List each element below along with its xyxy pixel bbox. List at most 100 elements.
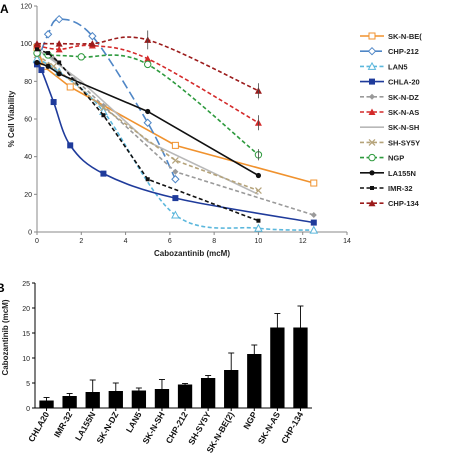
bar-chart-panel: B Cabozantinib (mcM) 0 5 10 15 20 25 CHLA20 IM… xyxy=(0,281,312,455)
line-chart-series xyxy=(32,14,319,234)
marker-stroke xyxy=(255,187,262,194)
legend-marker xyxy=(368,199,376,207)
panel-label-a: A xyxy=(0,2,9,16)
data-point xyxy=(171,141,179,149)
bar xyxy=(177,384,193,408)
data-point xyxy=(310,219,317,226)
bar-category-label: CHP-134 xyxy=(279,410,305,446)
bar-category-label: LAN5 xyxy=(124,410,144,434)
legend-marker xyxy=(368,153,376,162)
bar-y-tick-label: 10 xyxy=(22,356,30,363)
bar xyxy=(131,390,147,408)
bar xyxy=(270,327,285,408)
legend-marker xyxy=(370,186,374,190)
bar-y-tick-label: 15 xyxy=(22,331,30,338)
legend-item: SK-N-AS xyxy=(360,108,419,117)
legend-label: CHLA-20 xyxy=(388,78,420,87)
legend-marker xyxy=(369,93,375,100)
legend-item: CHLA-20 xyxy=(360,78,420,87)
data-point xyxy=(43,30,53,39)
legend-item: SH-SY5Y xyxy=(360,138,420,147)
series-10 xyxy=(35,47,261,223)
y-tick-label: 120 xyxy=(20,4,32,11)
data-point xyxy=(38,67,45,74)
legend-marker xyxy=(367,46,377,56)
data-point xyxy=(35,47,39,52)
data-point xyxy=(54,14,64,24)
marker-stroke xyxy=(368,138,376,146)
y-tick-label: 80 xyxy=(24,79,32,86)
x-tick-label: 14 xyxy=(343,238,351,245)
bar-chart-axes: 0 5 10 15 20 25 xyxy=(22,281,312,413)
series-0 xyxy=(33,43,318,187)
bar-y-tick-label: 5 xyxy=(26,381,30,388)
bar-category-label: LA155N xyxy=(73,410,97,442)
data-point xyxy=(172,195,179,202)
legend-label: SK-N-SH xyxy=(388,123,419,132)
data-point xyxy=(55,40,63,47)
legend-label: SH-SY5Y xyxy=(388,138,420,147)
data-point xyxy=(145,177,150,182)
data-point xyxy=(50,99,57,106)
data-point xyxy=(67,142,74,149)
data-point xyxy=(100,102,107,109)
legend-item: SK-N-DZ xyxy=(360,93,419,102)
data-point xyxy=(88,31,97,41)
bar-y-tick-label: 0 xyxy=(26,406,30,413)
bar xyxy=(200,378,216,408)
legend-label: NGP xyxy=(388,154,404,163)
data-point xyxy=(255,172,262,179)
x-tick-label: 8 xyxy=(212,238,216,245)
data-point xyxy=(100,104,107,112)
data-point xyxy=(310,212,317,219)
legend-label: SK-N-BE( xyxy=(388,32,422,41)
legend-marker xyxy=(367,61,377,70)
data-point xyxy=(88,40,96,47)
bar-category-label: NGP xyxy=(241,410,259,431)
y-tick-label: 0 xyxy=(28,230,32,237)
data-point xyxy=(254,223,263,232)
legend-marker xyxy=(368,32,376,40)
y-tick-label: 100 xyxy=(20,41,32,48)
data-point xyxy=(310,179,318,187)
legend-label: SK-N-AS xyxy=(388,108,419,117)
data-point xyxy=(144,55,152,62)
data-point xyxy=(33,40,41,47)
legend-marker xyxy=(368,138,376,146)
bar-category-label: SK-N-DZ xyxy=(94,410,120,445)
data-point xyxy=(256,218,261,223)
data-point xyxy=(45,63,51,69)
marker-stroke xyxy=(171,157,179,164)
panel-label-b: B xyxy=(0,281,5,295)
data-point xyxy=(46,51,51,56)
x-tick-label: 10 xyxy=(255,238,263,245)
bar-category-label: CHLA20 xyxy=(26,410,51,444)
data-point xyxy=(172,168,179,175)
x-tick-label: 4 xyxy=(124,238,128,245)
legend-item: NGP xyxy=(360,154,404,163)
x-tick-label: 6 xyxy=(168,238,172,245)
series-line xyxy=(36,47,314,184)
bar-y-axis-label: Cabozantinib (mcM) xyxy=(1,299,10,375)
data-point xyxy=(171,157,179,164)
legend: SK-N-BE( CHP-212 LAN5 CHLA-20 SK-N-DZ SK-N-AS… xyxy=(360,32,422,208)
legend-label: CHP-212 xyxy=(388,47,419,56)
y-axis-label: % Cell Viability xyxy=(7,90,16,147)
data-point xyxy=(309,225,319,234)
data-point xyxy=(55,45,63,53)
legend-item: LA155N xyxy=(360,169,416,178)
y-tick-label: 40 xyxy=(24,154,32,161)
line-chart-panel: A % Cell Viability Cabozantinib (mcM) 0 2… xyxy=(0,2,422,258)
legend-item: LAN5 xyxy=(360,61,408,71)
data-point xyxy=(143,118,152,127)
bar xyxy=(108,391,123,408)
bar xyxy=(62,396,77,408)
x-tick-label: 0 xyxy=(35,238,39,245)
legend-item: IMR-32 xyxy=(360,184,413,193)
bar xyxy=(39,400,54,408)
data-point xyxy=(34,59,40,66)
bar xyxy=(224,370,239,408)
data-point xyxy=(144,60,152,69)
